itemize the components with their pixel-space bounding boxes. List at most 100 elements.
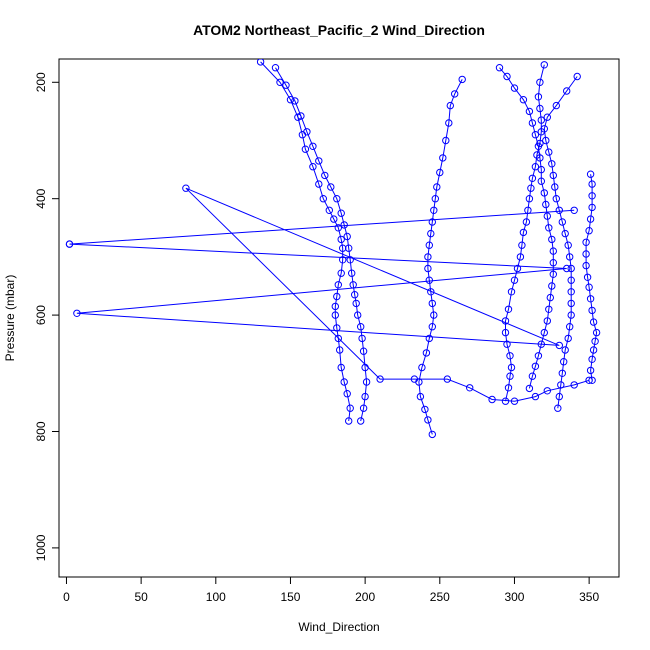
data-point [428, 323, 436, 331]
data-point [337, 209, 345, 217]
data-point [563, 87, 571, 95]
data-point [446, 101, 454, 110]
data-point [560, 358, 568, 366]
data-point [567, 288, 575, 296]
data-point [528, 119, 537, 127]
data-point [503, 72, 511, 81]
data-point [256, 59, 265, 66]
data-point [564, 241, 572, 249]
series-line [275, 67, 368, 422]
data-point [585, 283, 593, 291]
data-point [548, 282, 556, 290]
data-point [540, 189, 548, 197]
data-point [439, 154, 447, 162]
data-point [336, 346, 344, 354]
data-point [504, 384, 513, 392]
data-point [507, 288, 516, 296]
data-point [337, 269, 345, 277]
data-point [528, 372, 537, 380]
data-point [525, 107, 534, 116]
data-point [337, 235, 345, 244]
data-point [558, 218, 566, 226]
data-point [65, 240, 74, 248]
data-point [549, 270, 557, 278]
data-point [351, 291, 359, 299]
data-point [549, 171, 557, 180]
series-line [418, 79, 463, 435]
x-tick-label: 0 [63, 590, 70, 604]
data-point [343, 390, 351, 398]
data-point [425, 241, 433, 249]
data-point [346, 404, 354, 412]
x-tick-label: 350 [579, 590, 599, 604]
data-point [359, 347, 368, 355]
data-point [522, 218, 531, 226]
data-point [354, 311, 362, 319]
data-point [543, 212, 551, 220]
data-point [282, 81, 290, 89]
data-point [346, 256, 354, 264]
data-point [567, 264, 575, 273]
data-point [424, 264, 432, 273]
data-point [586, 295, 595, 303]
data-point [327, 183, 335, 191]
data-point [425, 276, 433, 284]
data-point [592, 328, 601, 337]
x-tick-label: 300 [504, 590, 524, 604]
data-point [334, 224, 342, 232]
data-point [321, 171, 329, 180]
data-point [519, 96, 528, 104]
data-point [424, 253, 432, 261]
data-point [561, 229, 569, 238]
x-tick-label: 250 [430, 590, 450, 604]
data-point [534, 142, 543, 151]
data-point [337, 363, 345, 372]
data-point [466, 384, 474, 392]
data-point [554, 404, 562, 412]
data-point [276, 78, 284, 87]
data-point [334, 334, 342, 343]
series-line [69, 187, 590, 402]
data-point [362, 378, 371, 386]
data-point [543, 317, 551, 325]
data-point [549, 247, 557, 255]
data-point [545, 148, 553, 156]
data-point [536, 154, 544, 162]
data-point [333, 324, 341, 332]
data-point [507, 363, 516, 372]
data-point [545, 305, 553, 313]
data-point [531, 362, 540, 370]
data-point [537, 165, 545, 174]
series-group [65, 59, 601, 439]
data-point [309, 142, 317, 151]
data-point [589, 318, 598, 326]
data-point [358, 334, 366, 343]
data-point [325, 206, 333, 215]
data-point [582, 261, 590, 270]
data-point [531, 131, 540, 139]
data-point [586, 215, 595, 223]
data-point [301, 145, 310, 153]
data-point [436, 168, 444, 177]
data-point [428, 299, 436, 308]
series-line [585, 174, 598, 381]
x-axis: 0 50 100 150 200 250 300 350 [63, 577, 599, 604]
data-point [333, 292, 341, 301]
data-point [537, 116, 545, 124]
data-point [542, 136, 550, 145]
data-point [309, 163, 317, 171]
data-point [333, 195, 341, 203]
y-tick-label: 800 [34, 421, 48, 441]
data-point [558, 369, 566, 377]
data-point [589, 346, 598, 354]
data-point [513, 264, 522, 273]
data-point [416, 392, 425, 401]
data-point [540, 61, 548, 69]
data-point [433, 183, 441, 191]
data-point [573, 72, 581, 81]
x-tick-label: 150 [280, 590, 300, 604]
x-axis-label: Wind_Direction [298, 620, 379, 634]
y-tick-label: 200 [34, 72, 48, 92]
data-point [585, 227, 593, 235]
